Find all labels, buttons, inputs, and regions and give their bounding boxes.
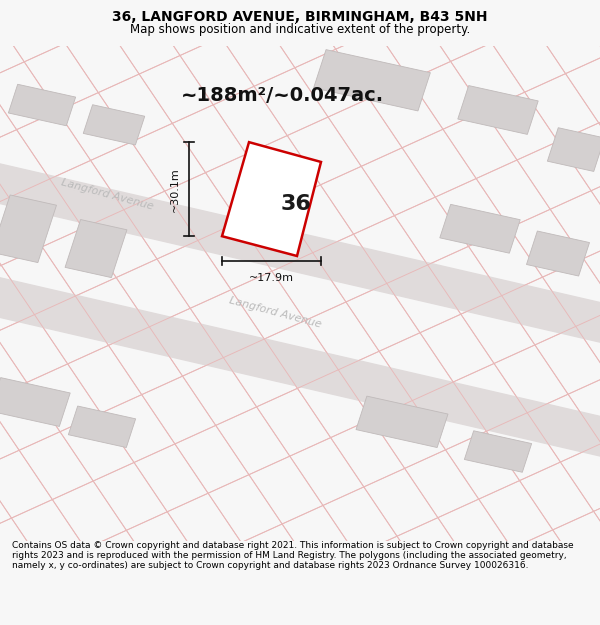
Text: ~17.9m: ~17.9m <box>249 273 294 283</box>
Polygon shape <box>0 271 600 463</box>
Polygon shape <box>464 431 532 472</box>
Polygon shape <box>0 378 70 426</box>
Polygon shape <box>68 406 136 447</box>
Text: 36, LANGFORD AVENUE, BIRMINGHAM, B43 5NH: 36, LANGFORD AVENUE, BIRMINGHAM, B43 5NH <box>112 10 488 24</box>
Text: Langford Avenue: Langford Avenue <box>60 177 154 211</box>
Polygon shape <box>83 105 145 145</box>
Text: 36: 36 <box>281 194 311 214</box>
Polygon shape <box>222 142 321 256</box>
Polygon shape <box>314 49 430 111</box>
Text: Contains OS data © Crown copyright and database right 2021. This information is : Contains OS data © Crown copyright and d… <box>12 541 574 571</box>
Polygon shape <box>356 396 448 448</box>
Text: ~188m²/~0.047ac.: ~188m²/~0.047ac. <box>181 86 383 104</box>
Polygon shape <box>526 231 590 276</box>
Polygon shape <box>65 219 127 278</box>
Polygon shape <box>440 204 520 253</box>
Text: Map shows position and indicative extent of the property.: Map shows position and indicative extent… <box>130 22 470 36</box>
Polygon shape <box>547 127 600 171</box>
Text: Langford Avenue: Langford Avenue <box>228 296 322 330</box>
Polygon shape <box>0 195 56 262</box>
Text: ~30.1m: ~30.1m <box>170 167 180 211</box>
Polygon shape <box>458 86 538 134</box>
Polygon shape <box>8 84 76 126</box>
Polygon shape <box>0 157 600 349</box>
